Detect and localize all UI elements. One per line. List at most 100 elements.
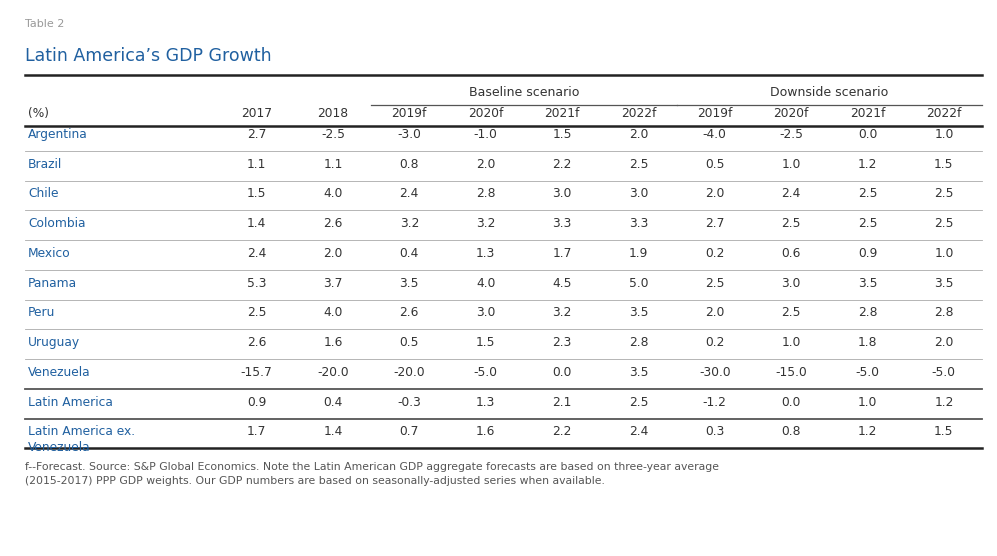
Text: Chile: Chile bbox=[28, 187, 59, 200]
Text: 2.0: 2.0 bbox=[629, 128, 648, 141]
Text: (%): (%) bbox=[28, 107, 49, 120]
Text: 0.5: 0.5 bbox=[400, 336, 419, 349]
Text: 1.4: 1.4 bbox=[247, 217, 266, 230]
Text: 1.5: 1.5 bbox=[476, 336, 496, 349]
Text: 3.5: 3.5 bbox=[629, 306, 648, 319]
Text: 0.2: 0.2 bbox=[705, 336, 725, 349]
Text: 2.3: 2.3 bbox=[552, 336, 571, 349]
Text: -20.0: -20.0 bbox=[317, 366, 349, 379]
Text: 1.2: 1.2 bbox=[857, 158, 877, 171]
Text: -5.0: -5.0 bbox=[474, 366, 498, 379]
Text: 1.1: 1.1 bbox=[323, 158, 343, 171]
Text: 1.5: 1.5 bbox=[247, 187, 266, 200]
Text: Latin America: Latin America bbox=[28, 396, 113, 409]
Text: Mexico: Mexico bbox=[28, 247, 71, 260]
Text: Peru: Peru bbox=[28, 306, 55, 319]
Text: 1.6: 1.6 bbox=[476, 425, 496, 438]
Text: Uruguay: Uruguay bbox=[28, 336, 80, 349]
Text: 2.7: 2.7 bbox=[247, 128, 266, 141]
Text: 0.2: 0.2 bbox=[705, 247, 725, 260]
Text: 1.9: 1.9 bbox=[629, 247, 648, 260]
Text: 2.1: 2.1 bbox=[552, 396, 571, 409]
Text: 2.5: 2.5 bbox=[857, 217, 877, 230]
Text: 2020f: 2020f bbox=[774, 107, 809, 120]
Text: 4.0: 4.0 bbox=[323, 187, 343, 200]
Text: 3.5: 3.5 bbox=[857, 277, 877, 290]
Text: 2.5: 2.5 bbox=[705, 277, 725, 290]
Text: 2.8: 2.8 bbox=[476, 187, 496, 200]
Text: 3.7: 3.7 bbox=[323, 277, 343, 290]
Text: Venezuela: Venezuela bbox=[28, 366, 91, 379]
Text: 4.0: 4.0 bbox=[323, 306, 343, 319]
Text: 0.0: 0.0 bbox=[857, 128, 877, 141]
Text: 0.0: 0.0 bbox=[782, 396, 801, 409]
Text: -2.5: -2.5 bbox=[779, 128, 804, 141]
Text: 3.2: 3.2 bbox=[476, 217, 496, 230]
Text: -5.0: -5.0 bbox=[855, 366, 879, 379]
Text: 2.5: 2.5 bbox=[782, 306, 801, 319]
Text: 2.6: 2.6 bbox=[400, 306, 419, 319]
Text: 2.2: 2.2 bbox=[552, 425, 571, 438]
Text: 3.0: 3.0 bbox=[629, 187, 648, 200]
Text: 3.3: 3.3 bbox=[629, 217, 648, 230]
Text: 0.3: 0.3 bbox=[705, 425, 725, 438]
Text: 2.4: 2.4 bbox=[400, 187, 419, 200]
Text: 1.0: 1.0 bbox=[857, 396, 877, 409]
Text: 1.2: 1.2 bbox=[857, 425, 877, 438]
Text: 5.0: 5.0 bbox=[629, 277, 648, 290]
Text: 2.4: 2.4 bbox=[247, 247, 266, 260]
Text: 3.0: 3.0 bbox=[552, 187, 571, 200]
Text: 0.4: 0.4 bbox=[400, 247, 419, 260]
Text: 1.3: 1.3 bbox=[476, 247, 496, 260]
Text: -15.7: -15.7 bbox=[240, 366, 272, 379]
Text: 1.4: 1.4 bbox=[323, 425, 343, 438]
Text: 0.9: 0.9 bbox=[857, 247, 877, 260]
Text: Table 2: Table 2 bbox=[25, 19, 64, 29]
Text: 2.6: 2.6 bbox=[247, 336, 266, 349]
Text: -0.3: -0.3 bbox=[398, 396, 422, 409]
Text: 3.0: 3.0 bbox=[782, 277, 801, 290]
Text: 2019f: 2019f bbox=[697, 107, 733, 120]
Text: 2.0: 2.0 bbox=[934, 336, 953, 349]
Text: 2018: 2018 bbox=[317, 107, 349, 120]
Text: -30.0: -30.0 bbox=[699, 366, 731, 379]
Text: -1.0: -1.0 bbox=[474, 128, 498, 141]
Text: Colombia: Colombia bbox=[28, 217, 86, 230]
Text: 0.9: 0.9 bbox=[247, 396, 266, 409]
Text: -1.2: -1.2 bbox=[703, 396, 727, 409]
Text: 1.6: 1.6 bbox=[323, 336, 343, 349]
Text: 1.5: 1.5 bbox=[934, 425, 953, 438]
Text: 2.5: 2.5 bbox=[857, 187, 877, 200]
Text: 1.0: 1.0 bbox=[934, 247, 953, 260]
Text: 2020f: 2020f bbox=[468, 107, 503, 120]
Text: Brazil: Brazil bbox=[28, 158, 62, 171]
Text: Panama: Panama bbox=[28, 277, 77, 290]
Text: 2017: 2017 bbox=[241, 107, 272, 120]
Text: 4.0: 4.0 bbox=[476, 277, 496, 290]
Text: 3.0: 3.0 bbox=[476, 306, 496, 319]
Text: 1.7: 1.7 bbox=[247, 425, 266, 438]
Text: 1.8: 1.8 bbox=[857, 336, 877, 349]
Text: 4.5: 4.5 bbox=[552, 277, 572, 290]
Text: 2.4: 2.4 bbox=[782, 187, 801, 200]
Text: 0.8: 0.8 bbox=[782, 425, 801, 438]
Text: -3.0: -3.0 bbox=[398, 128, 422, 141]
Text: 2.0: 2.0 bbox=[323, 247, 343, 260]
Text: 1.5: 1.5 bbox=[552, 128, 572, 141]
Text: 2019f: 2019f bbox=[392, 107, 427, 120]
Text: 0.6: 0.6 bbox=[782, 247, 801, 260]
Text: 1.0: 1.0 bbox=[934, 128, 953, 141]
Text: 2.0: 2.0 bbox=[705, 306, 725, 319]
Text: f--Forecast. Source: S&P Global Economics. Note the Latin American GDP aggregate: f--Forecast. Source: S&P Global Economic… bbox=[25, 463, 719, 486]
Text: -4.0: -4.0 bbox=[703, 128, 727, 141]
Text: 2021f: 2021f bbox=[544, 107, 579, 120]
Text: 1.5: 1.5 bbox=[934, 158, 953, 171]
Text: 2.5: 2.5 bbox=[247, 306, 266, 319]
Text: 1.2: 1.2 bbox=[934, 396, 953, 409]
Text: 2.0: 2.0 bbox=[476, 158, 496, 171]
Text: 2.7: 2.7 bbox=[705, 217, 725, 230]
Text: 2.5: 2.5 bbox=[629, 396, 648, 409]
Text: 0.7: 0.7 bbox=[400, 425, 419, 438]
Text: Latin America ex.: Latin America ex. bbox=[28, 425, 135, 438]
Text: 2022f: 2022f bbox=[926, 107, 961, 120]
